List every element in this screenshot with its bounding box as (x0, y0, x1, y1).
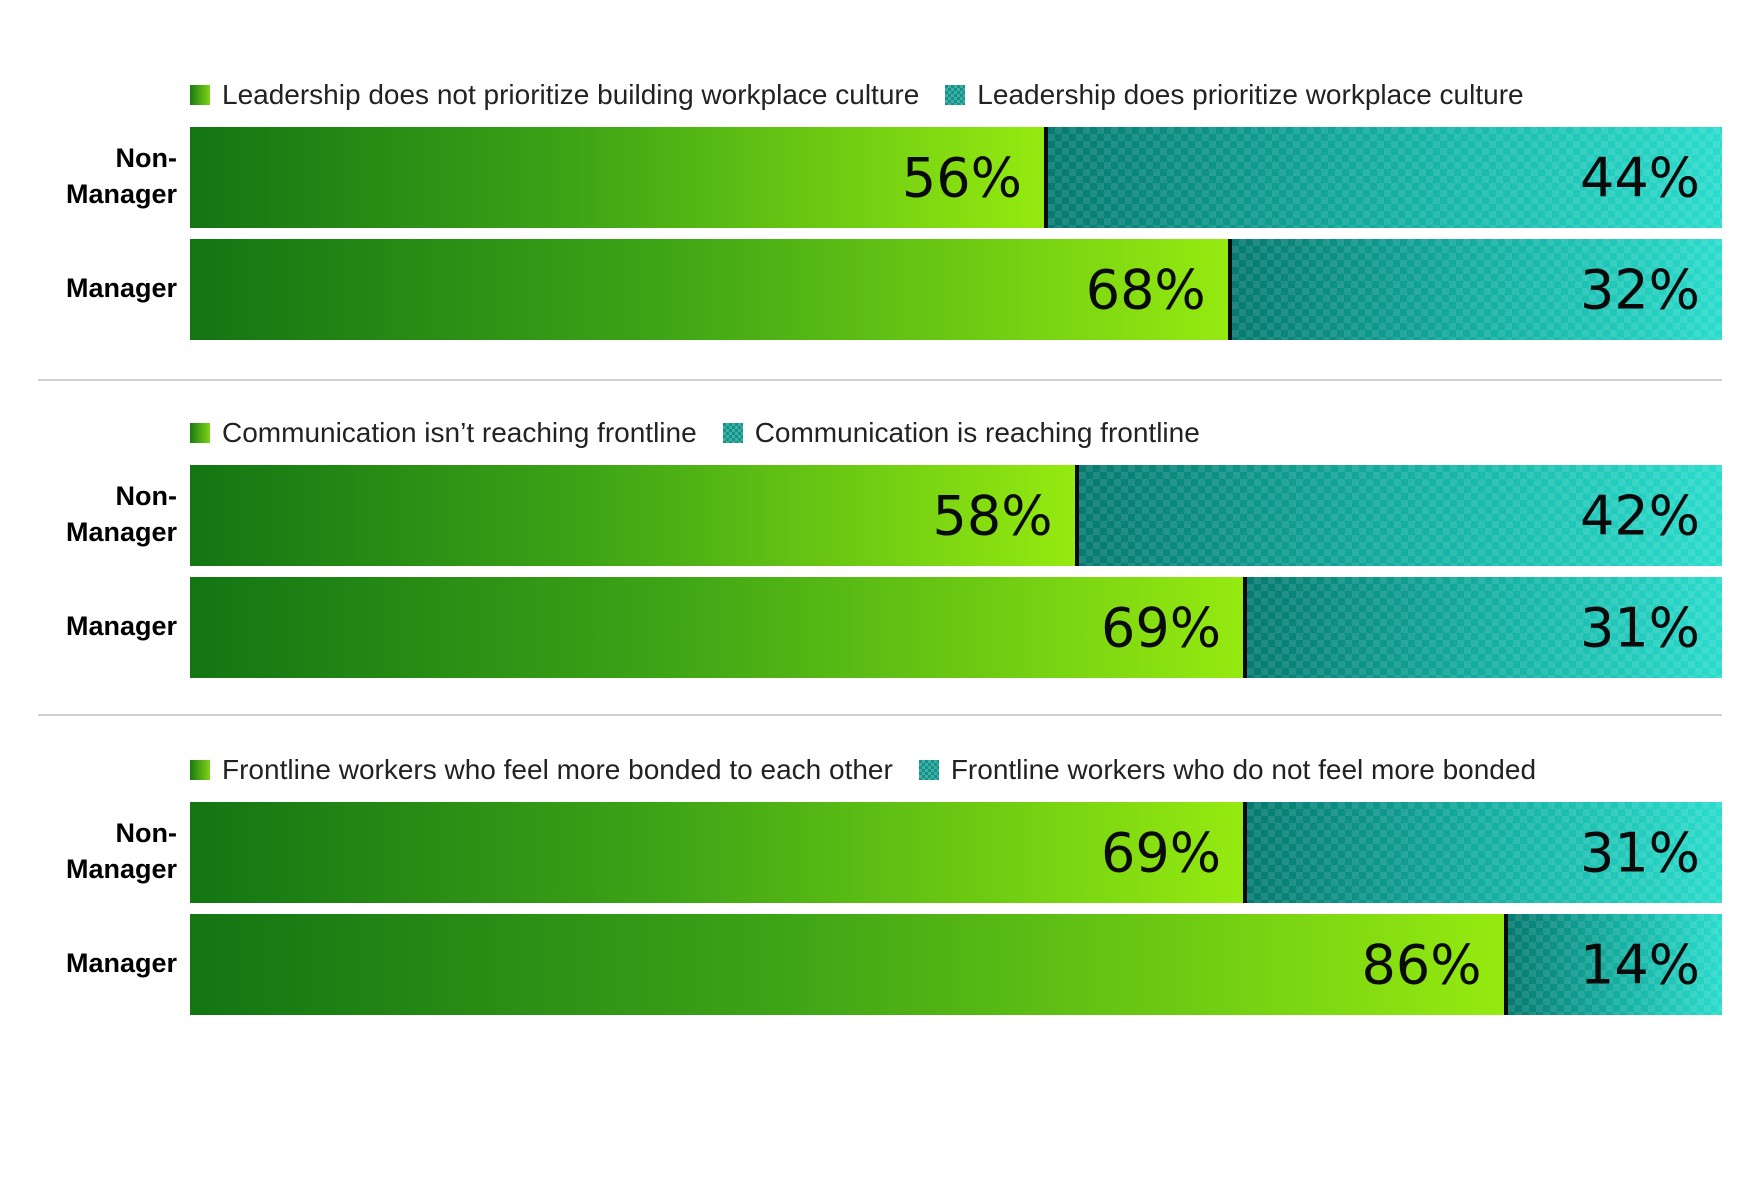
bar-segment-first-series: 56% (190, 127, 1048, 228)
legend-label: Communication isn’t reaching frontline (222, 417, 697, 448)
chart-panel: Leadership does not prioritize building … (0, 75, 1751, 375)
section-divider (38, 379, 1722, 381)
data-label: 31% (1579, 821, 1700, 884)
data-label: 56% (901, 146, 1022, 209)
legend-swatch (190, 85, 210, 105)
category-label: Manager (65, 272, 177, 303)
chart-panel: Frontline workers who feel more bonded t… (0, 750, 1751, 1050)
category-label: Non- Manager (65, 480, 177, 547)
data-label: 14% (1579, 933, 1700, 996)
legend-item: Leadership does prioritize workplace cul… (945, 79, 1524, 111)
section-divider (38, 714, 1722, 716)
data-label: 31% (1579, 596, 1700, 659)
legend-swatch (945, 85, 966, 105)
legend-swatch (918, 760, 939, 780)
data-label: 69% (1101, 596, 1222, 659)
stacked-bar: 68% 32% (190, 239, 1722, 340)
bar-segment-first-series: 58% (190, 465, 1079, 566)
legend-item: Frontline workers who do not feel more b… (918, 754, 1537, 786)
data-label: 42% (1579, 484, 1700, 547)
legend-swatch (190, 760, 210, 780)
legend-item: Communication is reaching frontline (722, 417, 1200, 449)
data-label: 58% (932, 484, 1053, 547)
category-label: Manager (65, 610, 177, 641)
category-label: Non- Manager (65, 142, 177, 209)
bar-segment-second-series: 31% (1247, 577, 1722, 678)
legend-label: Leadership does prioritize workplace cul… (977, 79, 1524, 110)
bar-segment-bonded: 69% (190, 802, 1248, 903)
legend-label: Frontline workers who do not feel more b… (950, 754, 1537, 785)
legend-item: Leadership does not prioritize building … (190, 79, 919, 111)
legend-item: Frontline workers who feel more bonded t… (190, 754, 893, 786)
legend-swatch (722, 423, 743, 443)
data-label: 68% (1085, 258, 1206, 321)
data-label: 69% (1101, 821, 1222, 884)
legend-label: Leadership does not prioritize building … (222, 79, 920, 110)
bar-segment-second-series: 44% (1047, 127, 1722, 228)
data-label: 44% (1579, 146, 1700, 209)
legend-label: Frontline workers who feel more bonded t… (222, 754, 893, 785)
data-label: 86% (1361, 933, 1482, 996)
bar-segment-second-series: 32% (1231, 239, 1722, 340)
stacked-bar: 69% 31% (190, 802, 1722, 903)
data-label: 32% (1579, 258, 1700, 321)
stacked-bar: 86% 14% (190, 914, 1722, 1015)
legend-item: Communication isn’t reaching frontline (190, 417, 697, 449)
legend: Frontline workers who feel more bonded t… (190, 750, 1562, 790)
bar-segment-first-series: 68% (190, 239, 1232, 340)
bar-segment-bonded: 86% (190, 914, 1508, 1015)
legend: Communication isn’t reaching frontline Co… (190, 413, 1226, 453)
category-label: Non- Manager (65, 817, 177, 884)
stacked-bar: 69% 31% (190, 577, 1722, 678)
bar-segment-second-series: 14% (1507, 914, 1722, 1015)
legend: Leadership does not prioritize building … (190, 75, 1550, 115)
stacked-bar: 56% 44% (190, 127, 1722, 228)
legend-label: Communication is reaching frontline (754, 417, 1200, 448)
bar-segment-second-series: 31% (1247, 802, 1722, 903)
bar-segment-second-series: 42% (1078, 465, 1722, 566)
stacked-bar: 58% 42% (190, 465, 1722, 566)
category-label: Manager (65, 947, 177, 978)
legend-swatch (190, 423, 210, 443)
chart-panel: Communication isn’t reaching frontline Co… (0, 413, 1751, 713)
bar-segment-first-series: 69% (190, 577, 1248, 678)
